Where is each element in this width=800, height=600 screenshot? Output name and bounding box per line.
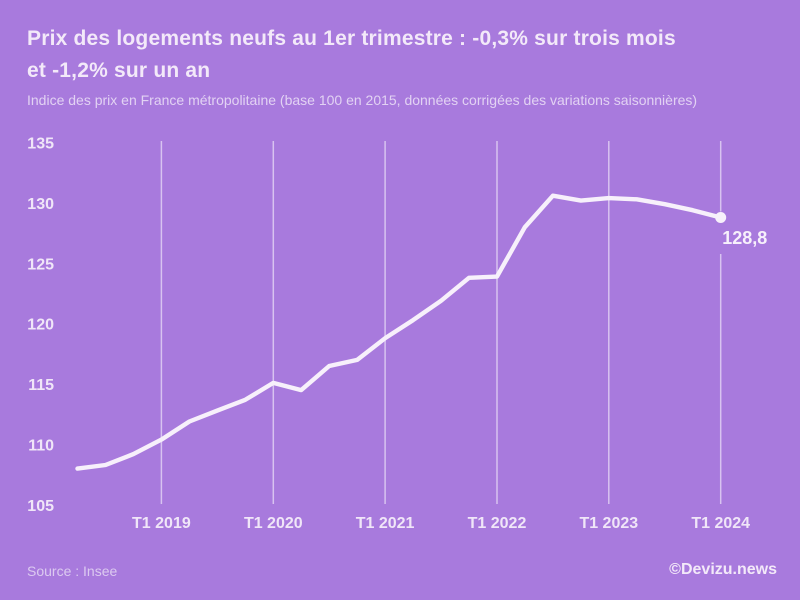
chart-subtitle: Indice des prix en France métropolitaine…	[27, 92, 698, 108]
x-tick-label: T1 2024	[691, 515, 750, 532]
last-point-marker	[715, 212, 727, 223]
chart-title-line1: Prix des logements neufs au 1er trimestr…	[27, 27, 676, 50]
source-credit: Source : Insee	[27, 563, 118, 579]
publisher-credit: ©Devizu.news	[669, 561, 777, 578]
x-tick-label: T1 2019	[132, 515, 191, 532]
x-tick-label: T1 2022	[468, 515, 527, 532]
y-tick-label: 115	[28, 377, 54, 394]
y-tick-label: 130	[27, 196, 54, 213]
y-tick-label: 105	[27, 498, 54, 515]
chart-title-line2: et -1,2% sur un an	[27, 59, 211, 82]
last-value-label: 128,8	[722, 228, 767, 248]
y-tick-label: 110	[28, 437, 54, 454]
y-tick-label: 135	[27, 136, 54, 153]
y-tick-label: 125	[27, 256, 54, 273]
y-tick-label: 120	[27, 317, 54, 334]
price-index-line	[75, 193, 723, 471]
x-tick-label: T1 2021	[356, 515, 415, 532]
x-tick-label: T1 2020	[244, 515, 303, 532]
x-tick-label: T1 2023	[579, 515, 638, 532]
